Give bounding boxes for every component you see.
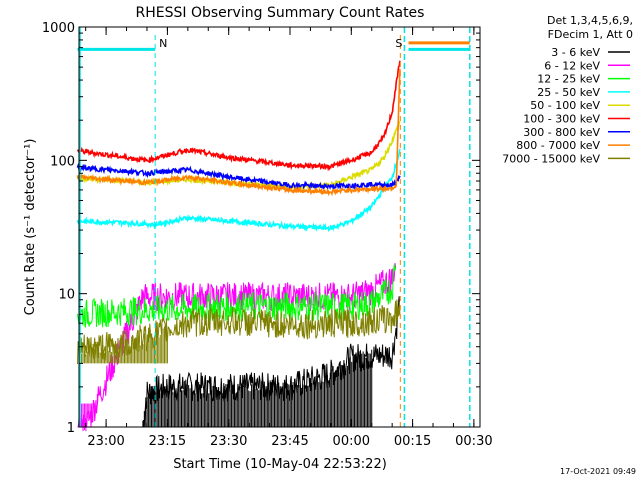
x-tick-label: 00:30 (455, 434, 492, 449)
series-100-300keV (76, 60, 401, 172)
x-axis-label: Start Time (10-May-04 22:53:22) (173, 457, 387, 472)
legend-item-label: 3 - 6 keV (551, 46, 600, 59)
y-axis-label: Count Rate (s⁻¹ detector⁻¹) (23, 139, 38, 316)
y-tick-label: 1000 (42, 21, 75, 36)
legend-item-label: 12 - 25 keV (537, 73, 600, 86)
axis-layer: 23:00 23:15 23:30 23:45 00:00 00:15 00:30 1 10 10… (42, 21, 493, 449)
annotation-label: S (395, 37, 402, 50)
series-7000-15000keV (77, 299, 401, 365)
legend-item-label: 7000 - 15000 keV (502, 152, 600, 165)
series-3-6keV (142, 296, 401, 428)
x-tick-label: 23:30 (210, 434, 247, 449)
x-tick-label: 00:00 (333, 434, 370, 449)
series-layer (76, 60, 401, 432)
timestamp: 17-Oct-2021 09:49 (560, 467, 636, 476)
legend: Det 1,3,4,5,6,9, FDecim 1, Att 0 3 - 6 k… (502, 14, 633, 165)
legend-item-label: 25 - 50 keV (537, 86, 600, 99)
legend-item-label: 300 - 800 keV (523, 126, 600, 139)
legend-item-label: 100 - 300 keV (523, 113, 600, 126)
legend-item-label: 800 - 7000 keV (516, 139, 600, 152)
legend-header-line-1: Det 1,3,4,5,6,9, (547, 14, 633, 27)
y-tick-label: 1 (67, 421, 75, 436)
x-tick-label: 23:00 (87, 434, 124, 449)
legend-item-label: 50 - 100 keV (530, 99, 600, 112)
plot-frame (78, 26, 481, 428)
series-300-800keV (76, 163, 401, 191)
series-line (76, 148, 401, 233)
y-tick-label: 10 (58, 288, 75, 303)
legend-header-line-2: FDecim 1, Att 0 (548, 28, 633, 41)
series-12-25keV (77, 264, 397, 329)
chart-title: RHESSI Observing Summary Count Rates (136, 5, 425, 21)
series-800-7000keV (76, 68, 401, 197)
series-25-50keV (76, 148, 401, 233)
series-line (76, 60, 401, 172)
x-tick-label: 23:15 (149, 434, 186, 449)
series-line (77, 264, 397, 329)
y-tick-label: 100 (50, 154, 75, 169)
legend-item-label: 6 - 12 keV (544, 59, 600, 72)
x-tick-label: 23:45 (271, 434, 308, 449)
series-line (76, 163, 401, 191)
series-line (76, 68, 401, 197)
annotation-label: N (159, 37, 167, 50)
x-tick-label: 00:15 (394, 434, 431, 449)
